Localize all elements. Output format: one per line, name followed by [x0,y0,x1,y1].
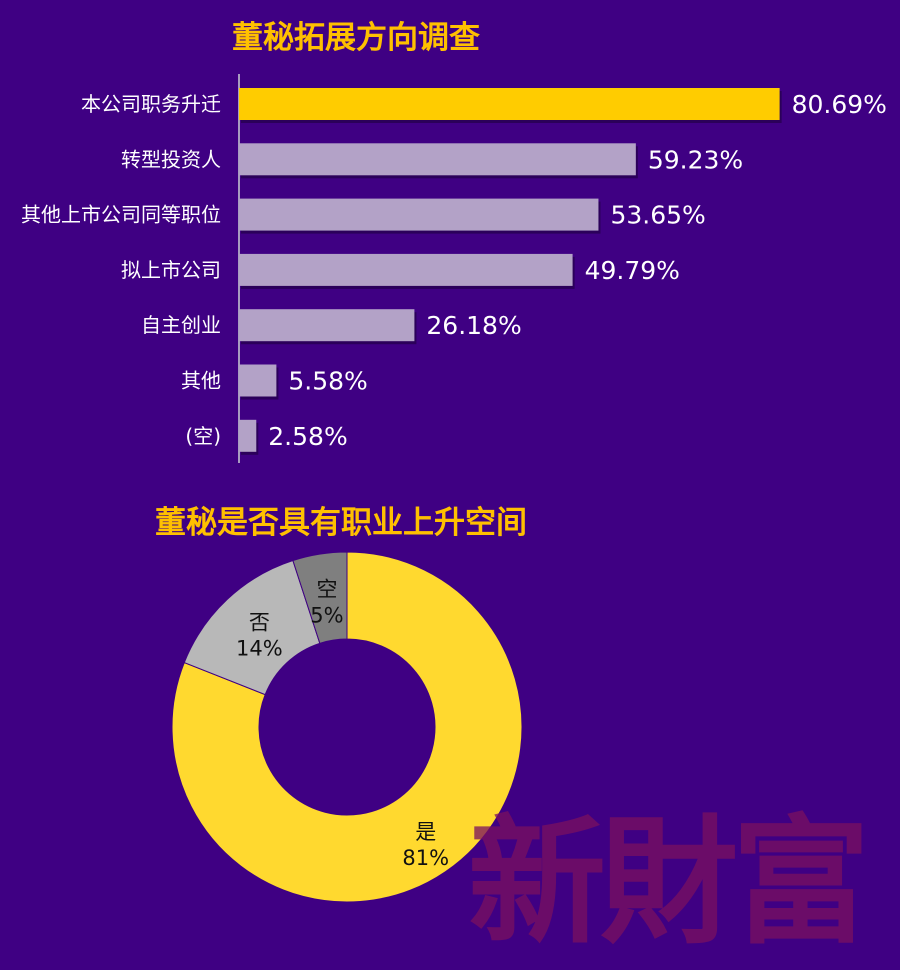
bar [239,253,573,286]
donut-chart: 是81% 否14% 空5% [171,551,523,903]
category-label: 本公司职务升迁 [81,92,221,116]
slice-value-label: 14% [236,637,283,661]
slice-name-label: 否 [249,611,270,635]
category-label: (空) [185,424,221,448]
donut-chart-title: 董秘是否具有职业上升空间 [155,505,527,541]
bar [239,364,277,397]
bar [239,198,599,231]
category-label: 其他 [181,369,221,393]
watermark-logo: 新財富 [468,800,870,963]
category-label: 自主创业 [141,313,221,337]
value-label: 53.65% [610,201,705,230]
bar [239,88,780,120]
value-label: 26.18% [426,311,521,340]
slice-value-label: 81% [402,846,449,870]
donut-slice [171,551,523,903]
bar [239,419,257,452]
category-label: 转型投资人 [121,147,221,171]
slice-value-label: 5% [310,604,343,628]
value-label: 49.79% [585,256,680,285]
bar-chart: 本公司职务升迁 80.69% 转型投资人 59.23% 其他上市公司同等职位 53.65%… [21,74,887,463]
bar-chart-title: 董秘拓展方向调查 [232,20,480,56]
value-label: 5.58% [288,367,367,396]
value-label: 2.58% [268,422,347,451]
slice-name-label: 是 [415,820,436,844]
category-label: 拟上市公司 [121,258,221,282]
value-label: 80.69% [792,90,887,119]
bar [239,143,636,176]
donut-slice [292,551,348,644]
slice-name-label: 空 [316,578,337,602]
bar [239,309,415,342]
value-label: 59.23% [648,145,743,174]
category-label: 其他上市公司同等职位 [21,203,221,227]
